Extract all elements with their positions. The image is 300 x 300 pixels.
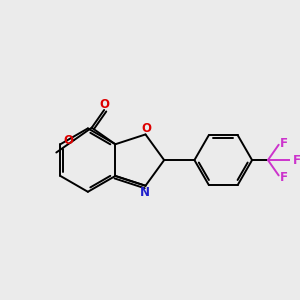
Text: O: O xyxy=(100,98,110,111)
Text: F: F xyxy=(280,137,288,150)
Text: F: F xyxy=(293,154,300,166)
Text: N: N xyxy=(140,186,150,199)
Text: O: O xyxy=(141,122,151,135)
Text: O: O xyxy=(63,134,73,147)
Text: F: F xyxy=(280,171,288,184)
